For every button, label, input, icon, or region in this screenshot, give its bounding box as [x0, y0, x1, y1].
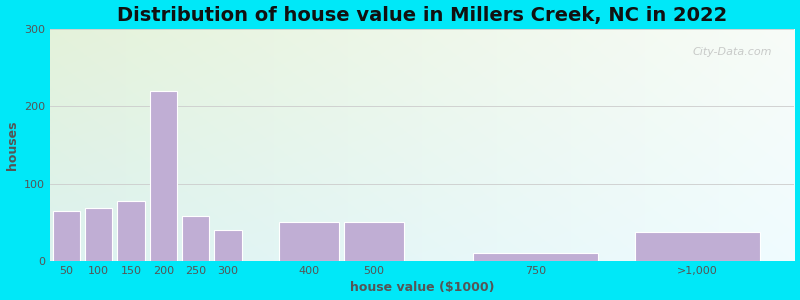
- Bar: [150, 91, 177, 261]
- Bar: [182, 216, 210, 261]
- X-axis label: house value ($1000): house value ($1000): [350, 281, 494, 294]
- Bar: [474, 253, 598, 261]
- Bar: [53, 211, 80, 261]
- Bar: [214, 230, 242, 261]
- Text: City-Data.com: City-Data.com: [693, 47, 772, 58]
- Bar: [85, 208, 112, 261]
- Title: Distribution of house value in Millers Creek, NC in 2022: Distribution of house value in Millers C…: [117, 6, 727, 25]
- Y-axis label: houses: houses: [6, 120, 18, 170]
- Bar: [279, 222, 339, 261]
- Bar: [118, 201, 145, 261]
- Bar: [635, 232, 760, 261]
- Bar: [344, 222, 404, 261]
